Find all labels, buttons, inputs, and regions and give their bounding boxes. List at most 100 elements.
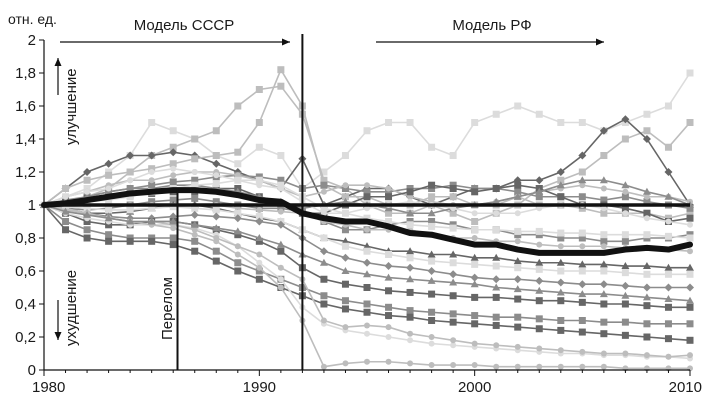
data-point (493, 210, 500, 217)
data-point (212, 206, 220, 214)
data-point (384, 262, 393, 271)
data-point (234, 148, 242, 156)
turning-point-label: Перелом (159, 277, 176, 340)
data-point (686, 209, 694, 217)
data-point (492, 110, 500, 118)
data-point (342, 182, 349, 189)
data-point (126, 184, 135, 192)
data-point (579, 363, 586, 370)
data-point (621, 193, 629, 201)
data-point (621, 262, 630, 270)
data-point (536, 241, 543, 248)
data-point (213, 172, 220, 179)
improvement-arrow-head (54, 58, 62, 66)
data-point (578, 267, 586, 275)
data-point (449, 193, 457, 201)
x-tick-label: 1990 (243, 379, 276, 396)
data-point (557, 243, 564, 250)
data-point (148, 198, 156, 206)
data-point (83, 185, 91, 192)
data-point (643, 231, 651, 239)
data-point (212, 127, 220, 135)
data-point (664, 303, 672, 311)
data-point (471, 320, 479, 328)
data-point (600, 350, 607, 357)
data-point (621, 135, 629, 143)
data-point (406, 247, 415, 255)
data-point (642, 293, 651, 301)
data-point (169, 241, 177, 249)
data-point (686, 234, 694, 242)
data-point (363, 284, 371, 291)
data-point (385, 303, 393, 311)
data-point (492, 185, 500, 192)
data-point (579, 182, 586, 189)
data-point (686, 263, 694, 271)
data-point (406, 313, 414, 321)
data-point (385, 312, 393, 320)
data-point (406, 119, 414, 126)
data-point (191, 169, 198, 175)
data-point (319, 247, 328, 256)
data-point (514, 343, 521, 350)
data-point (276, 220, 285, 229)
data-point (341, 152, 349, 159)
data-point (449, 318, 457, 326)
data-point (449, 259, 457, 267)
data-point (320, 234, 328, 242)
data-point (84, 188, 91, 195)
data-point (384, 273, 393, 281)
data-point (535, 276, 544, 285)
data-point (320, 300, 328, 308)
data-point (341, 305, 349, 313)
data-point (148, 165, 156, 173)
data-point (320, 188, 327, 195)
data-point (600, 318, 608, 326)
data-point (621, 331, 629, 339)
data-point (492, 275, 501, 284)
data-point (578, 176, 587, 184)
data-point (277, 208, 284, 215)
data-point (169, 127, 177, 135)
data-point (427, 267, 436, 275)
data-point (61, 207, 70, 215)
data-point (255, 213, 263, 221)
data-point (578, 317, 586, 324)
data-point (471, 260, 479, 268)
data-point (341, 197, 350, 205)
data-point (385, 251, 393, 258)
data-point (600, 152, 608, 159)
data-point (406, 209, 415, 217)
data-point (513, 285, 522, 293)
model-rf-arrow (376, 38, 604, 46)
data-point (277, 284, 284, 291)
data-point (277, 66, 285, 74)
data-point (427, 276, 436, 284)
data-point (556, 168, 565, 176)
data-point (600, 185, 607, 192)
data-point (450, 337, 457, 344)
data-point (557, 297, 565, 305)
data-point (341, 226, 349, 234)
data-point (514, 181, 522, 189)
data-point (212, 180, 220, 188)
data-point (449, 250, 458, 258)
data-point (212, 212, 221, 221)
data-point (341, 280, 349, 288)
data-point (687, 352, 693, 359)
data-point (621, 181, 630, 189)
data-point (234, 243, 241, 250)
data-point (557, 234, 565, 242)
data-point (450, 362, 457, 369)
data-point (643, 320, 651, 328)
data-point (686, 119, 694, 126)
data-point (578, 234, 586, 242)
data-point (514, 295, 522, 303)
data-point (470, 273, 479, 282)
data-point (686, 204, 694, 212)
data-point (127, 177, 134, 184)
data-point (169, 196, 177, 204)
data-point (621, 115, 630, 124)
data-point (600, 237, 608, 245)
